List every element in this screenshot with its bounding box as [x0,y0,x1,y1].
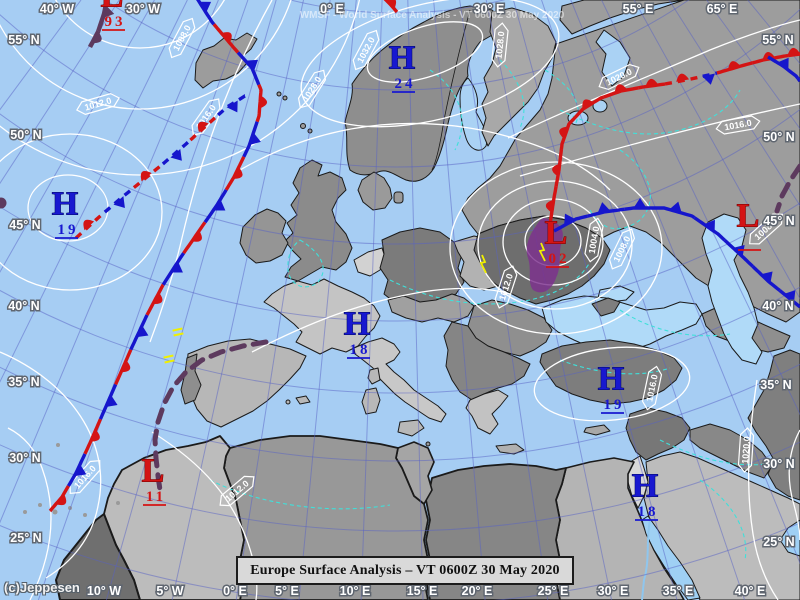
coord-label: 30° E [474,2,505,16]
low-pressure-center: L11 [141,452,166,506]
svg-text:19: 19 [604,397,625,413]
landmasses [23,0,800,600]
svg-text:L: L [101,0,124,15]
bolt-symbol [538,242,546,262]
bolt-symbol [479,254,487,274]
watermark-text: WMSF - World Surface Analysis - VT 0600Z… [300,10,565,21]
svg-text:1028.0: 1028.0 [494,31,507,59]
coord-label: 15° E [407,584,438,598]
coord-label: 25° N [10,531,41,545]
isobar-label: 1020.0 [737,427,755,473]
coord-label: 35° N [760,378,791,392]
coord-label: 5° W [156,584,183,598]
coord-label: 5° E [275,584,299,598]
svg-text:H: H [344,306,370,343]
isobar-label: 1028.0 [491,22,509,68]
svg-text:93: 93 [105,14,126,30]
precip-area-purple [0,197,563,293]
low-pressure-center: L02 [544,214,570,268]
coord-label: 40° N [762,299,793,313]
coord-label: 45° N [9,218,40,232]
svg-text:19: 19 [58,222,79,238]
high-pressure-center: H18 [631,467,659,521]
low-pressure-center: L93 [100,0,126,31]
svg-text:02: 02 [549,251,570,267]
cold-front-east [553,198,800,309]
weather-symbols [163,242,546,364]
svg-text:1004.0: 1004.0 [587,226,602,255]
high-pressure-center: H19 [597,360,625,414]
high-pressure-center: H24 [388,39,416,93]
stationary-front-east [664,71,718,86]
coordinate-labels: 40° W 30° W 0° E 30° E 55° E 65° E 55° N 50° N 4… [7,1,796,600]
high-pressure-center: H18 [343,305,371,359]
svg-text:1020.0: 1020.0 [740,436,752,464]
occluded-front-atlantic [48,0,268,513]
stationary-front-atlantic [74,94,246,240]
equals-symbol [163,354,175,364]
svg-text:H: H [632,468,658,505]
coord-label: 30° N [763,457,794,471]
chart-title-box: Europe Surface Analysis – VT 0600Z 30 Ma… [236,556,574,585]
coord-label: 50° N [763,130,794,144]
coord-label: 55° E [623,2,654,16]
coord-label: 30° W [126,2,160,16]
svg-text:H: H [598,361,624,398]
chart-title: Europe Surface Analysis – VT 0600Z 30 Ma… [250,563,560,578]
equals-symbol [172,327,184,337]
high-pressure-center: H19 [51,185,79,239]
coord-label: 0° E [320,2,344,16]
coord-label: 30° E [598,584,629,598]
warm-front-stub-top [383,0,399,14]
svg-text:11: 11 [146,489,166,505]
occluded-front-stub-nw [87,0,115,49]
svg-text:1016.0: 1016.0 [724,118,753,133]
isobar-label: 1012.0 [76,92,120,116]
isobar-label: 1004.0 [584,217,604,263]
svg-text:18: 18 [350,342,371,358]
coord-label: 35° E [663,584,694,598]
coord-label: 35° N [8,375,39,389]
isobar-label: 1016.0 [715,115,761,135]
coord-label: 40° N [8,299,39,313]
coord-label: 50° N [10,128,41,142]
pressure-centers: L93H19H24H18L11L02LH19H18 [51,0,761,521]
coord-label: 65° E [707,2,738,16]
coord-label: 30° N [9,451,40,465]
svg-text:L: L [545,215,568,252]
coord-label: 40° W [40,2,74,16]
coord-label: 10° E [340,584,371,598]
coord-label: 20° E [462,584,493,598]
isobar-label: 1012.0 [494,265,518,309]
trough-iberia-morocco [152,339,269,493]
coord-label: 10° W [87,584,121,598]
coord-label: 40° E [735,584,766,598]
weather-fronts [48,0,800,513]
svg-text:H: H [52,186,78,223]
warm-front-east [545,78,666,225]
low-pressure-center: L [736,197,761,251]
coord-label: 55° N [8,33,39,47]
coord-label: 55° N [762,33,793,47]
svg-text:L: L [737,198,760,235]
coord-label: 25° N [763,535,794,549]
coord-label: 25° E [538,584,569,598]
svg-text:L: L [142,453,165,490]
coord-label: 0° E [223,584,247,598]
cloud-area-boundaries [209,59,781,561]
coord-label: 45° N [763,214,794,228]
svg-text:24: 24 [395,76,416,92]
svg-text:18: 18 [638,504,659,520]
svg-text:H: H [389,40,415,77]
copyright-label: (c)Jeppesen [4,580,80,595]
trough-right-edge [774,163,800,214]
